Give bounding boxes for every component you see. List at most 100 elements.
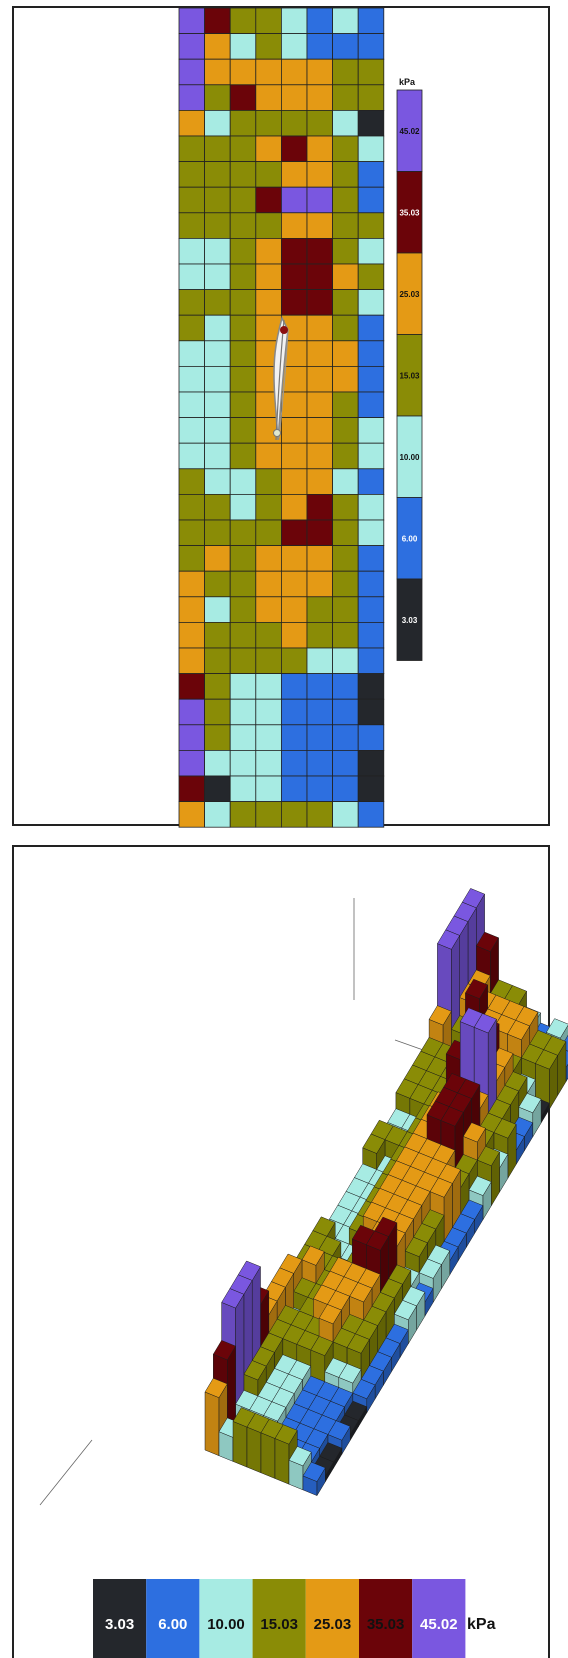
horizontal-legend-swatch	[359, 1579, 413, 1658]
horizontal-legend-label: 6.00	[158, 1616, 187, 1633]
heatmap-cell	[357, 417, 385, 444]
surface-facet	[440, 1106, 464, 1127]
heatmap-cell	[204, 468, 231, 495]
surface-facet	[301, 1245, 325, 1266]
heatmap-cell	[306, 289, 334, 316]
horizontal-legend-label: 15.03	[260, 1616, 298, 1633]
heatmap-cell	[204, 186, 231, 214]
surface-facet	[429, 1177, 453, 1198]
surface-facet	[221, 1288, 245, 1309]
legend-label: 10.00	[399, 453, 420, 462]
heatmap-cell	[357, 135, 385, 163]
heatmap-cell	[357, 340, 385, 367]
heatmap-cell	[306, 519, 334, 547]
heatmap-cell	[229, 801, 257, 828]
surface-facet	[288, 1446, 312, 1467]
surface-facet	[465, 978, 489, 1000]
heatmap-cell	[332, 340, 359, 367]
heatmap-cell	[178, 468, 206, 495]
legend-swatch	[396, 497, 423, 580]
surface-facet	[302, 1461, 326, 1482]
heatmap-cell	[280, 545, 308, 572]
heatmap-cell	[332, 493, 359, 521]
heatmap-cell	[280, 186, 308, 214]
heatmap-cell	[255, 801, 282, 828]
heatmap-cell	[204, 161, 231, 188]
heatmap-cell	[178, 442, 206, 470]
heatmap-cell	[357, 110, 385, 137]
heatmap-cell	[306, 135, 334, 163]
heatmap-cell	[255, 442, 282, 470]
heatmap-cell	[280, 58, 308, 86]
surface-facet	[327, 1420, 351, 1441]
surface-facet	[318, 1304, 342, 1325]
heatmap-cell	[332, 775, 359, 803]
heatmap-cell	[280, 442, 308, 470]
horizontal-legend-label: 25.03	[314, 1616, 352, 1633]
heatmap-cell	[204, 417, 231, 444]
surface-facet	[418, 1258, 442, 1279]
heatmap-cell	[204, 647, 231, 675]
heatmap-cell	[306, 801, 334, 828]
heatmap-cell	[306, 775, 334, 803]
heatmap-cell	[357, 442, 385, 470]
heatmap-cell	[229, 493, 257, 521]
vertical-legend: 45.02 35.03 25.03 15.03 10.00 6.00 3.03	[396, 89, 423, 661]
heatmap-cell	[204, 596, 231, 623]
heatmap-cell	[332, 596, 359, 623]
heatmap-cell	[357, 519, 385, 547]
heatmap-cell	[357, 596, 385, 623]
heatmap-cell	[357, 724, 385, 751]
heatmap-cell	[204, 365, 231, 393]
surface-facet	[493, 1118, 517, 1139]
heatmap-cell	[357, 314, 385, 342]
heatmap-cell	[204, 391, 231, 419]
heatmap-cell	[204, 33, 231, 60]
heatmap-cell	[229, 365, 257, 393]
heatmap-cell	[229, 84, 257, 111]
surface-facet	[310, 1335, 334, 1357]
surface-facet	[212, 1340, 236, 1361]
heatmap-cell	[332, 750, 359, 777]
surface-facet	[352, 1378, 376, 1400]
legend-label: 6.00	[402, 534, 418, 543]
heatmap-cell	[357, 7, 385, 35]
heatmap-cell	[357, 545, 385, 572]
heatmap-cell	[332, 314, 359, 342]
heatmap-cell	[332, 365, 359, 393]
heatmap-cell	[204, 673, 231, 700]
surface-facet	[274, 1438, 290, 1485]
surface-facet	[204, 1391, 220, 1457]
heatmap-cell	[204, 724, 231, 751]
horizontal-legend-label: 3.03	[105, 1616, 134, 1633]
heatmap-cell	[306, 647, 334, 675]
heatmap-cell	[357, 212, 385, 239]
heatmap-cell	[255, 622, 282, 649]
heatmap-cell	[255, 110, 282, 137]
heatmap-cell	[280, 33, 308, 60]
heatmap-cell	[204, 263, 231, 291]
heatmap-cell	[357, 161, 385, 188]
heatmap-cell	[357, 365, 385, 393]
heatmap-cell	[229, 314, 257, 342]
heatmap-cell	[357, 468, 385, 495]
heatmap-cell	[178, 622, 206, 649]
heatmap-cell	[204, 212, 231, 239]
pressure-heatmap: kPa 45.02 35.03 25.03 15.03 10.00 6.00 3.03	[178, 7, 423, 828]
heatmap-cell	[357, 801, 385, 828]
surface-facet	[404, 1236, 428, 1258]
heatmap-cell	[178, 314, 206, 342]
heatmap-cell	[178, 801, 206, 828]
heatmap-cell	[357, 673, 385, 700]
surface-facet	[393, 1299, 417, 1321]
heatmap-cell	[280, 7, 308, 35]
horizontal-legend-unit-label: kPa	[467, 1616, 496, 1633]
heatmap-cell	[204, 775, 231, 803]
heatmap-cell	[332, 698, 359, 726]
heatmap-cell	[280, 289, 308, 316]
heatmap-cell	[229, 775, 257, 803]
surface-facet	[338, 1363, 362, 1384]
heatmap-cell	[280, 750, 308, 777]
heatmap-cell	[255, 161, 282, 188]
surface-3d	[39, 888, 568, 1506]
